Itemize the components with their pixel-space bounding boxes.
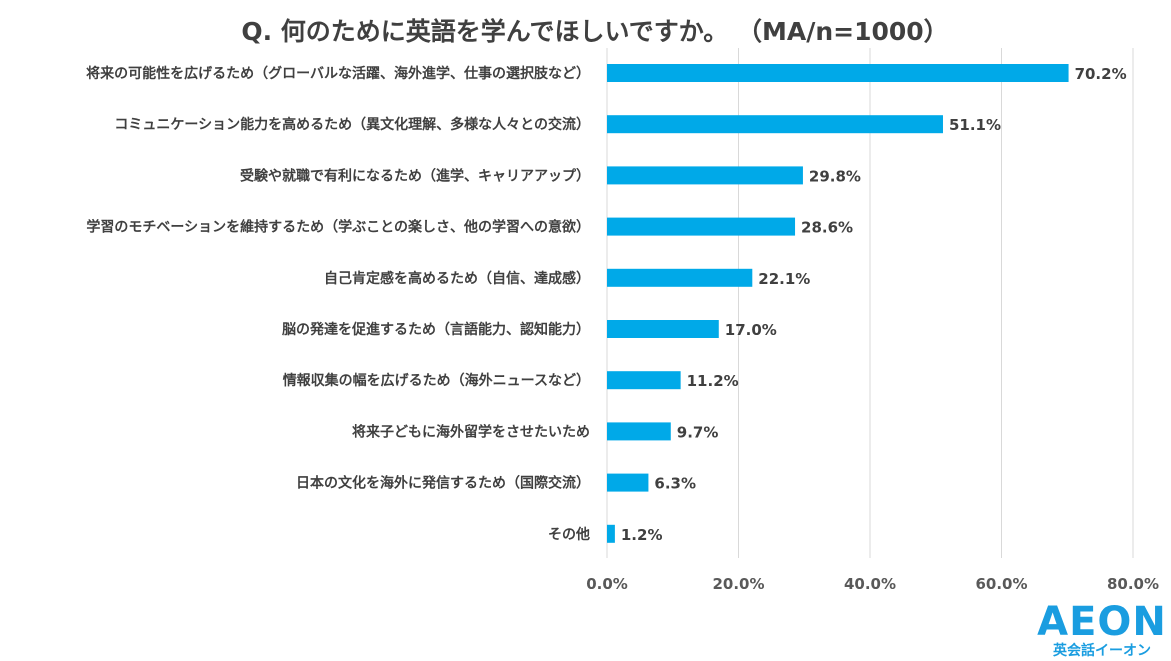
aeon-logo: AEON 英会話イーオン	[1037, 599, 1167, 659]
data-label: 28.6%	[801, 219, 853, 237]
data-label: 51.1%	[949, 116, 1001, 134]
data-label: 9.7%	[677, 423, 719, 441]
category-label: 受験や就職で有利になるため（進学、キャリアアップ）	[240, 167, 590, 184]
bars: 70.2% 51.1% 29.8% 28.6% 22.1% 17.0% 11.2% 9.7% 6…	[607, 64, 1127, 544]
bar	[607, 217, 796, 236]
chart-title: Q. 何のために英語を学んでほしいですか。 （MA/n=1000）	[241, 17, 948, 46]
bar	[607, 371, 681, 390]
bar	[607, 422, 671, 441]
category-label: コミュニケーション能力を高めるため（異文化理解、多様な人々との交流）	[114, 116, 590, 133]
category-label: 情報収集の幅を広げるため（海外ニュースなど）	[283, 372, 590, 389]
x-tick-label: 80.0%	[1107, 575, 1159, 593]
category-label: 将来の可能性を広げるため（グローバルな活躍、海外進学、仕事の選択肢など）	[86, 65, 590, 82]
x-tick-label: 0.0%	[586, 575, 628, 593]
category-labels: 将来の可能性を広げるため（グローバルな活躍、海外進学、仕事の選択肢など） コミュニ…	[86, 65, 590, 543]
category-label: 自己肯定感を高めるため（自信、達成感）	[324, 270, 590, 287]
bar	[607, 115, 943, 134]
bar	[607, 268, 753, 287]
logo-text: AEON	[1037, 599, 1167, 645]
data-label: 1.2%	[621, 526, 663, 544]
data-label: 70.2%	[1075, 65, 1127, 83]
x-tick-label: 60.0%	[975, 575, 1027, 593]
data-label: 17.0%	[725, 321, 777, 339]
data-label: 6.3%	[654, 475, 696, 493]
bar	[607, 64, 1069, 82]
bar	[607, 320, 719, 338]
category-label: 日本の文化を海外に発信するため（国際交流）	[296, 475, 590, 492]
data-label: 22.1%	[758, 270, 810, 288]
x-tick-label: 20.0%	[712, 575, 764, 593]
x-axis-ticks: 0.0% 20.0% 40.0% 60.0% 80.0%	[586, 575, 1159, 593]
category-label: 学習のモチベーションを維持するため（学ぶことの楽しさ、他の学習への意欲）	[86, 219, 590, 236]
bar	[607, 166, 803, 185]
bar	[607, 473, 649, 492]
category-label: その他	[548, 526, 590, 543]
x-tick-label: 40.0%	[844, 575, 896, 593]
category-label: 将来子どもに海外留学をさせたいため	[352, 423, 590, 440]
data-label: 11.2%	[687, 372, 739, 390]
logo-subtext: 英会話イーオン	[1052, 642, 1151, 659]
bar	[607, 524, 615, 543]
data-label: 29.8%	[809, 167, 861, 185]
category-label: 脳の発達を促進するため（言語能力、認知能力）	[282, 321, 590, 338]
